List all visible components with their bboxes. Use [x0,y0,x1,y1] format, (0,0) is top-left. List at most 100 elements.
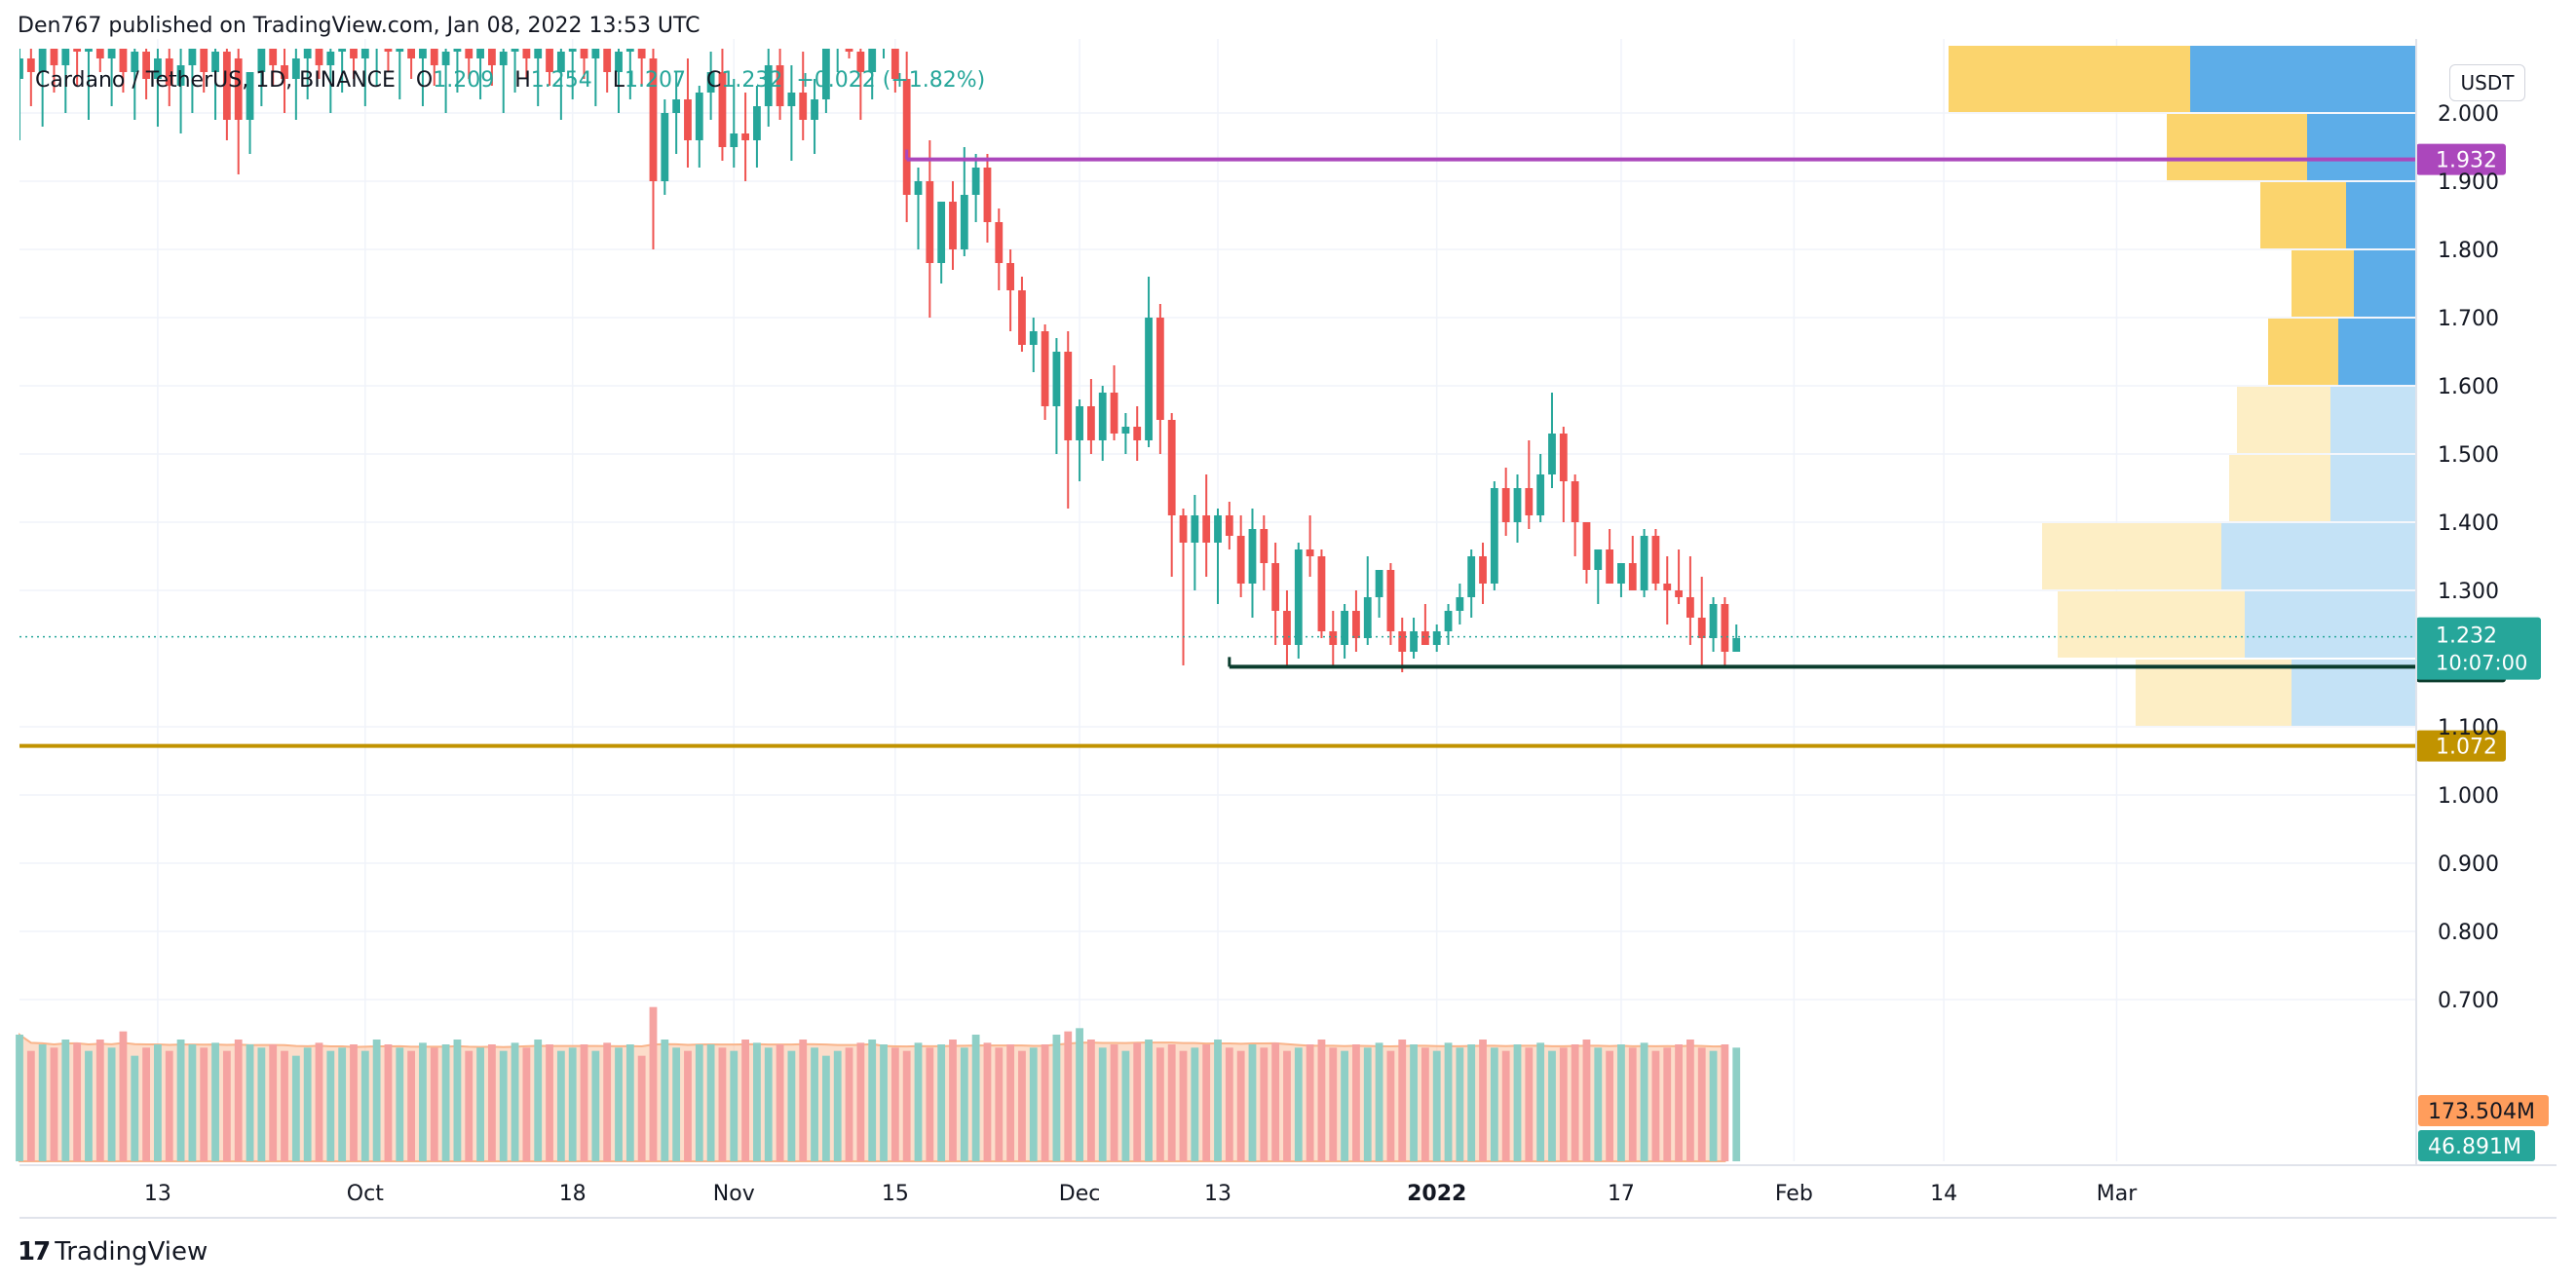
volume-bar [741,1040,749,1161]
candle-body [1179,515,1188,543]
volume-bar [1202,1044,1211,1161]
y-tick-label: 2.000 [2438,102,2499,127]
volume-bar [637,1055,646,1161]
volume-profile-up-bar [2190,46,2416,112]
volume-bar [499,1050,508,1161]
volume-bar [1076,1028,1083,1161]
volume-bar [603,1042,612,1161]
candle-body [834,24,842,45]
volume-profile-down-bar [2237,387,2330,453]
volume-label: 46.891M [2428,1135,2521,1159]
candles-group [19,24,1741,672]
candle-body [269,49,278,65]
candle-body [142,52,150,79]
candle-body [546,49,553,72]
volume-bar [1513,1044,1522,1161]
candle-body [1317,556,1326,631]
volume-bar [868,1040,877,1161]
candle-body [1133,427,1142,440]
candle-body [488,49,496,65]
low-value: 1.207 [624,68,686,93]
candle-body [603,49,612,72]
candle-body [868,49,877,72]
volume-bar [730,1050,739,1161]
volume-bar [833,1050,842,1161]
candle-body [453,49,462,52]
volume-bar [787,1050,796,1161]
volume-bar [1606,1050,1614,1161]
volume-bar [1271,1042,1280,1161]
candle-body [1548,434,1556,474]
candle-body [1214,515,1222,543]
candle-body [718,72,727,147]
volume-bar [1421,1047,1429,1161]
publisher-header: Den767 published on TradingView.com, Jan… [18,14,701,38]
candle-body [1456,597,1464,611]
volume-bar [1306,1044,1314,1161]
x-tick-label: 17 [1608,1182,1635,1206]
candle-body [649,58,658,181]
candle-body [1225,515,1233,536]
symbol-title[interactable]: Cardano / TetherUS, 1D, BINANCE [35,68,396,93]
volume-bar [1018,1050,1026,1161]
tradingview-brand: TradingView [55,1237,208,1267]
candle-body [1444,611,1453,631]
volume-bar [281,1050,288,1161]
volume-bar [764,1047,773,1161]
candle-body [995,222,1004,263]
volume-ma-label: 173.504M [2428,1100,2535,1124]
tradingview-logo[interactable]: 17 TradingView [18,1237,208,1267]
currency-button[interactable]: USDT [2449,64,2525,101]
candle-body [534,49,543,58]
open-value: 1.209 [433,68,495,93]
volume-bar [488,1044,496,1161]
candle-body [787,93,796,106]
volume-bar [568,1047,577,1161]
volume-bar [350,1044,358,1161]
y-tick-label: 0.900 [2438,852,2499,877]
volume-bar [1317,1040,1326,1161]
volume-profile [1949,46,2416,726]
candle-body [1697,618,1706,638]
candle-body [845,49,853,52]
candle-body [1006,263,1015,290]
y-tick-label: 1.900 [2438,170,2499,195]
volume-bar [1640,1042,1648,1161]
volume-bar [476,1047,484,1161]
candle-body [926,181,934,263]
volume-bar [211,1042,219,1161]
candle-body [1098,393,1107,440]
candle-body [661,113,669,181]
volume-bar [1006,1044,1015,1161]
volume-bar [695,1044,703,1161]
volume-profile-up-bar [2307,114,2416,180]
candle-body [1501,488,1510,522]
volume-bar [384,1044,393,1161]
candle-body [615,52,623,72]
candle-body [176,65,185,86]
candle-body [291,58,300,79]
candle-body [914,181,923,195]
candle-body [753,106,761,140]
volume-profile-up-bar [2338,319,2416,385]
candle-body [1087,406,1095,440]
candle-body [1236,536,1245,584]
close-value: 1.232 [721,68,783,93]
volume-bar [1721,1044,1729,1161]
candle-body [1732,638,1741,652]
y-tick-label: 1.000 [2438,784,2499,809]
candle-body [338,49,347,52]
volume-bar [176,1040,185,1161]
candle-body [776,65,784,106]
candle-body [672,99,681,113]
candle-body [85,49,93,52]
candle-body [1283,611,1291,645]
candle-body [1640,536,1648,590]
volume-bar [776,1044,784,1161]
candle-body [188,49,197,65]
candle-body [1248,529,1257,584]
volume-bar [1098,1047,1107,1161]
volume-bar [1525,1047,1534,1161]
low-label: L [612,68,625,93]
